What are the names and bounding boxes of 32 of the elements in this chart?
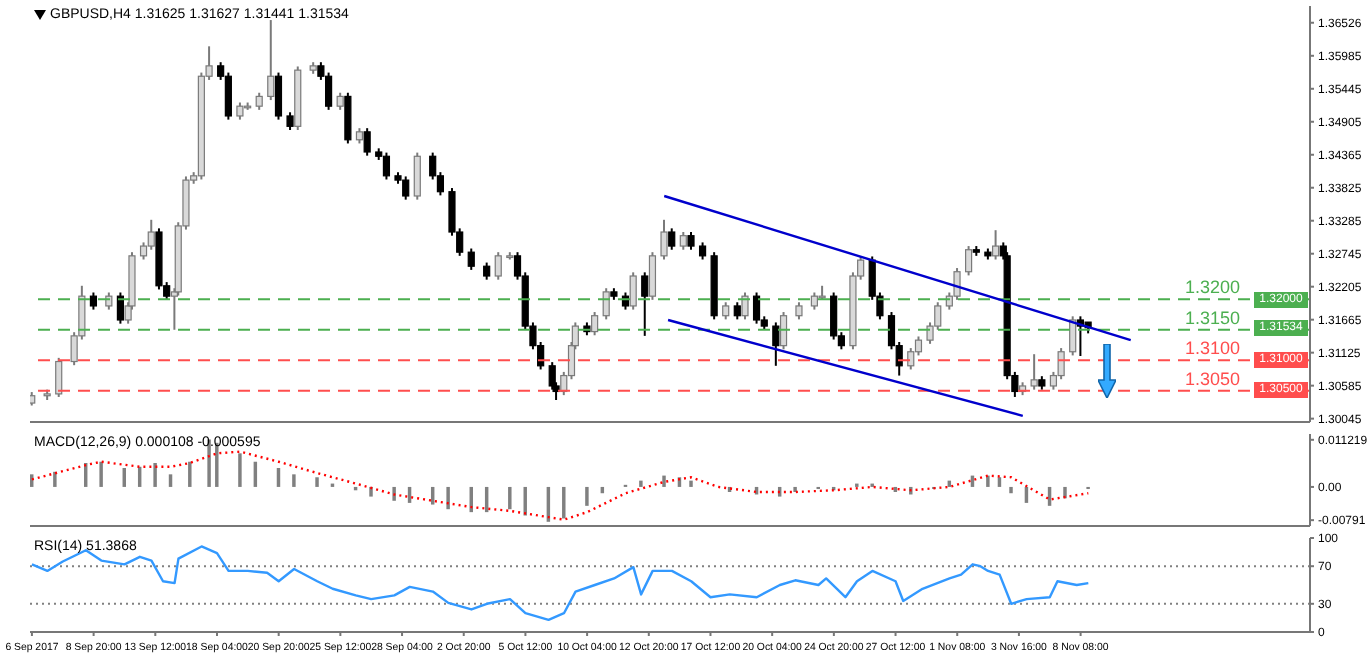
candlestick	[660, 218, 668, 261]
candlestick	[668, 227, 676, 251]
candlestick	[402, 175, 410, 201]
candlestick	[965, 245, 973, 277]
candlestick	[267, 19, 275, 102]
candlestick	[382, 151, 391, 181]
candlestick	[494, 251, 502, 281]
candlestick	[830, 291, 838, 341]
candlestick	[363, 127, 371, 157]
candlestick	[55, 356, 63, 398]
candlestick	[629, 271, 637, 311]
ref-line-label: 1.3150	[1184, 307, 1240, 328]
candlestick	[752, 291, 761, 325]
candlestick	[779, 311, 788, 351]
candlestick	[641, 271, 649, 337]
candlestick	[413, 151, 421, 201]
ref-line-label: 1.3100	[1184, 338, 1240, 359]
candlestick	[1069, 315, 1077, 357]
candlestick	[274, 71, 283, 121]
candlestick	[602, 287, 610, 321]
candlestick	[741, 291, 749, 321]
candlestick	[1030, 353, 1038, 391]
ref-line-label: 1.3200	[1184, 277, 1240, 298]
candlestick	[467, 247, 475, 271]
candlestick	[116, 291, 125, 325]
candlestick	[648, 251, 657, 301]
candlestick	[772, 321, 780, 367]
candlestick	[591, 311, 599, 337]
candlestick	[991, 229, 1000, 261]
line-series	[30, 450, 1090, 521]
candlestick	[344, 91, 352, 145]
ref-line-label: 1.3050	[1184, 368, 1240, 389]
